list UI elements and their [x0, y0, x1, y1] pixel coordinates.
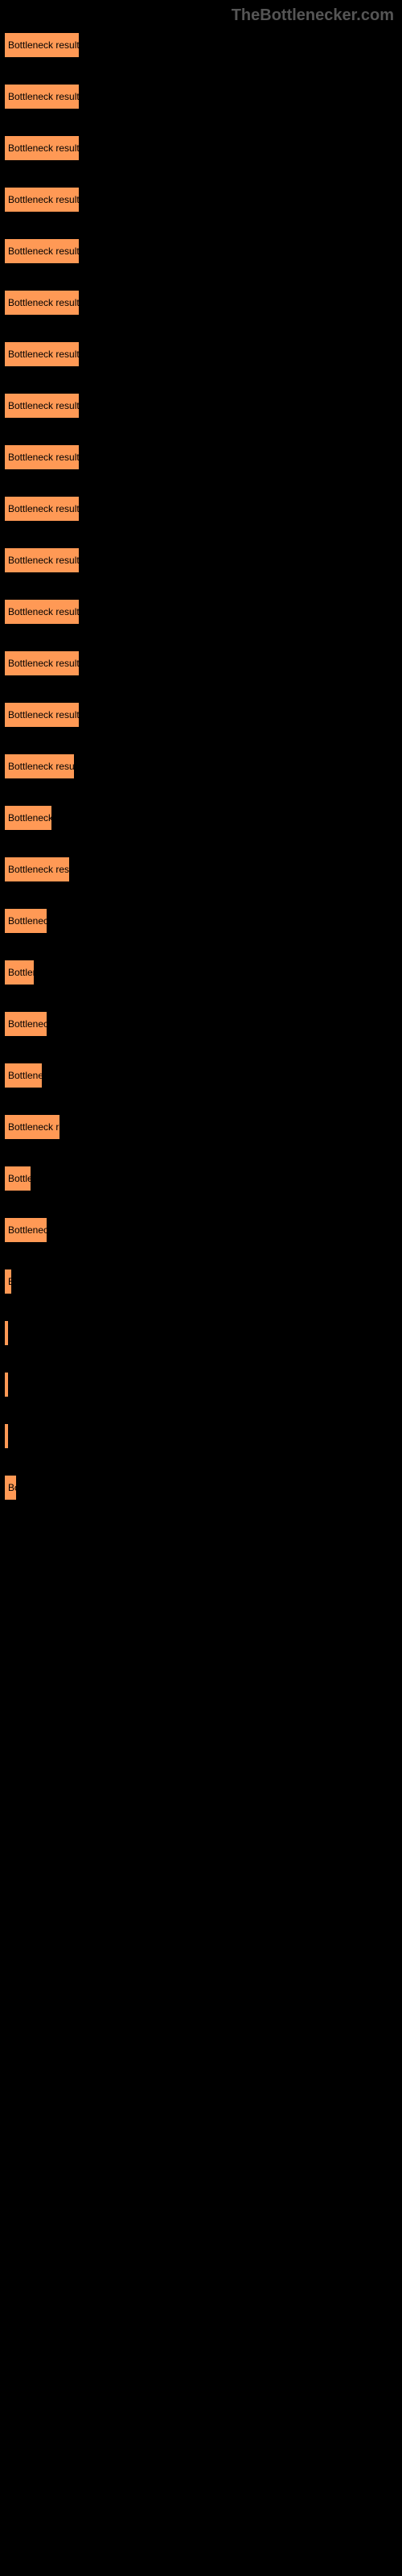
chart-bar: Bo — [4, 1475, 17, 1501]
bar-label: Bottler — [8, 967, 35, 978]
bar-row: Bottleneck result — [4, 702, 402, 728]
bar-label: Bottleneck result — [8, 349, 80, 360]
bar-label: Bottleneck result — [8, 709, 80, 720]
bar-row: Bottleneck result — [4, 32, 402, 58]
chart-bar: Bottlenec — [4, 908, 47, 934]
chart-bar: Bottleneck result — [4, 599, 80, 625]
bar-row: Bottle — [4, 1166, 402, 1191]
bar-label: Bottleneck result — [8, 503, 80, 514]
watermark-text: TheBottlenecker.com — [232, 6, 394, 25]
bar-label: Bottleneck result — [8, 555, 80, 566]
chart-bar: Bottlene — [4, 1063, 43, 1088]
bar-label: Bottleneck result — [8, 39, 80, 51]
bar-row: B — [4, 1269, 402, 1294]
bar-row: Bottleneck — [4, 805, 402, 831]
bar-label: Bottlenec — [8, 1018, 47, 1030]
bar-row: Bottleneck result — [4, 84, 402, 109]
bar-label: Bottleneck result — [8, 246, 80, 257]
bar-row: Bottleneck result — [4, 496, 402, 522]
chart-bar: B — [4, 1269, 12, 1294]
bar-row: Bottlenec — [4, 1011, 402, 1037]
bar-label: Bottlenec — [8, 915, 47, 927]
bar-label: Bottleneck resu — [8, 761, 75, 772]
bar-row: Bottleneck resu — [4, 753, 402, 779]
bar-label: Bottleneck result — [8, 452, 80, 463]
bar-row: Bottleneck result — [4, 341, 402, 367]
bar-row: Bottleneck res — [4, 857, 402, 882]
bar-row: Bottleneck result — [4, 290, 402, 316]
chart-bar: Bottleneck res — [4, 857, 70, 882]
chart-bar — [4, 1372, 9, 1397]
bar-label: Bottlene — [8, 1070, 43, 1081]
chart-bar — [4, 1320, 9, 1346]
bar-row: Bottleneck result — [4, 393, 402, 419]
bar-chart: Bottleneck result Bottleneck result Bottle… — [0, 0, 402, 1501]
bar-label: Bottleneck — [8, 812, 52, 824]
bar-label: Bottleneck r — [8, 1121, 59, 1133]
bar-row: Bottleneck result — [4, 599, 402, 625]
bar-row: Bottleneck result — [4, 547, 402, 573]
chart-bar: Bottler — [4, 960, 35, 985]
chart-bar: Bottlenec — [4, 1011, 47, 1037]
bar-row: Bottleneck result — [4, 187, 402, 213]
bar-row: Bottleneck result — [4, 238, 402, 264]
chart-bar: Bottleneck result — [4, 84, 80, 109]
bar-row — [4, 1372, 402, 1397]
chart-bar: Bottleneck result — [4, 702, 80, 728]
chart-bar: Bottleneck result — [4, 135, 80, 161]
chart-bar: Bottleneck r — [4, 1114, 60, 1140]
bar-row — [4, 1320, 402, 1346]
bar-label: B — [8, 1276, 12, 1287]
bar-label: Bottleneck res — [8, 864, 69, 875]
bar-row: Bottler — [4, 960, 402, 985]
chart-bar: Bottlenec — [4, 1217, 47, 1243]
bar-label: Bottleneck result — [8, 194, 80, 205]
chart-bar — [4, 1423, 9, 1449]
bar-row — [4, 1423, 402, 1449]
bar-label: Bottleneck result — [8, 400, 80, 411]
chart-bar: Bottleneck result — [4, 341, 80, 367]
chart-bar: Bottleneck result — [4, 444, 80, 470]
bar-row: Bottlene — [4, 1063, 402, 1088]
bar-row: Bottleneck result — [4, 444, 402, 470]
bar-row: Bottlenec — [4, 908, 402, 934]
bar-row: Bottleneck result — [4, 135, 402, 161]
chart-bar: Bottle — [4, 1166, 31, 1191]
chart-bar: Bottleneck result — [4, 547, 80, 573]
bar-label: Bottleneck result — [8, 658, 80, 669]
bar-label: Bottleneck result — [8, 297, 80, 308]
bar-row: Bo — [4, 1475, 402, 1501]
bar-label: Bottleneck result — [8, 142, 80, 154]
bar-label: Bottle — [8, 1173, 31, 1184]
bar-row: Bottlenec — [4, 1217, 402, 1243]
bar-row: Bottleneck result — [4, 650, 402, 676]
chart-bar: Bottleneck resu — [4, 753, 75, 779]
chart-bar: Bottleneck result — [4, 32, 80, 58]
bar-label: Bottleneck result — [8, 91, 80, 102]
chart-bar: Bottleneck result — [4, 496, 80, 522]
chart-bar: Bottleneck result — [4, 187, 80, 213]
chart-bar: Bottleneck result — [4, 393, 80, 419]
chart-bar: Bottleneck result — [4, 238, 80, 264]
bar-label: Bo — [8, 1482, 17, 1493]
bar-label: Bottlenec — [8, 1224, 47, 1236]
bar-label: Bottleneck result — [8, 606, 80, 617]
chart-bar: Bottleneck result — [4, 650, 80, 676]
chart-bar: Bottleneck — [4, 805, 52, 831]
bar-row: Bottleneck r — [4, 1114, 402, 1140]
chart-bar: Bottleneck result — [4, 290, 80, 316]
